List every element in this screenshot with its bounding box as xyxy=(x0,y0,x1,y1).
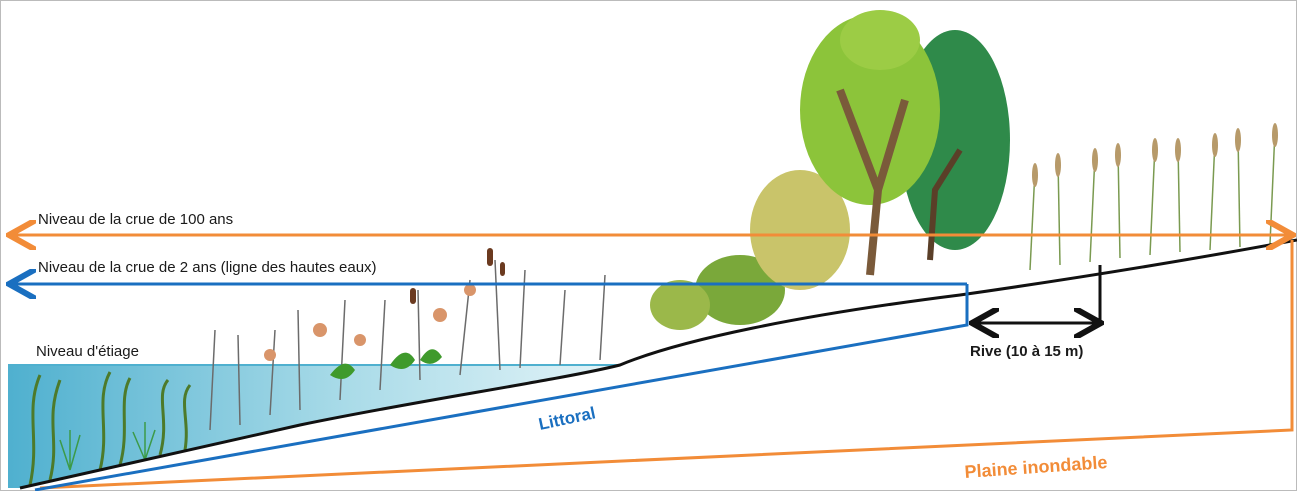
seed-heads xyxy=(1032,123,1278,187)
littoral-label: Littoral xyxy=(537,403,597,434)
flood-2-label: Niveau de la crue de 2 ans (ligne des ha… xyxy=(38,259,377,276)
flood-100-label: Niveau de la crue de 100 ans xyxy=(38,211,233,228)
page: Niveau de la crue de 100 ans Niveau de l… xyxy=(0,0,1297,491)
cattails xyxy=(410,248,505,304)
flowers xyxy=(264,284,476,361)
low-water-label: Niveau d'étiage xyxy=(36,343,139,360)
diagram: Niveau de la crue de 100 ans Niveau de l… xyxy=(0,0,1297,491)
shrubs xyxy=(650,170,850,330)
floodplain-label: Plaine inondable xyxy=(964,452,1108,482)
rive-label: Rive (10 à 15 m) xyxy=(970,343,1083,360)
